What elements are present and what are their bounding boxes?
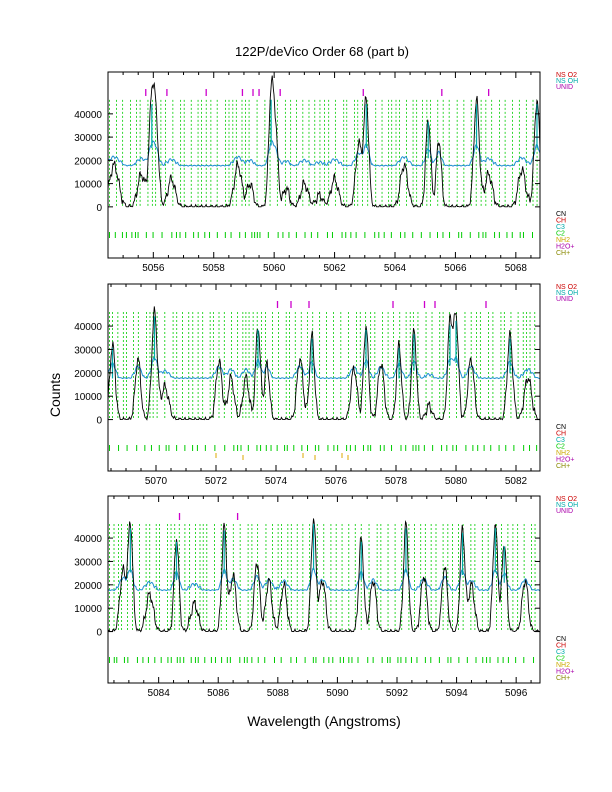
legend-bottom-label: C3 bbox=[556, 437, 565, 444]
panel-plot-area bbox=[108, 75, 540, 238]
legend-bottom-label: CN bbox=[556, 636, 566, 643]
x-tick-label: 5092 bbox=[386, 688, 409, 699]
legend-top-label: NS OH bbox=[556, 502, 578, 509]
y-tick-label: 0 bbox=[96, 416, 102, 427]
x-tick-label: 5086 bbox=[207, 688, 230, 699]
legend-bottom-label: CH bbox=[556, 643, 566, 650]
x-tick-label: 5058 bbox=[203, 263, 226, 274]
legend-bottom-label: CH+ bbox=[556, 463, 570, 470]
y-tick-label: 10000 bbox=[74, 180, 102, 191]
y-tick-label: 40000 bbox=[74, 110, 102, 121]
panel-2: 0 10000 20000 30000 40000 5070 5072 5074 5076 507… bbox=[74, 283, 578, 487]
legend-bottom-label: CH+ bbox=[556, 250, 570, 257]
x-tick-label: 5078 bbox=[385, 476, 408, 487]
x-tick-label: 5062 bbox=[323, 263, 346, 274]
y-axis-label: Counts bbox=[47, 373, 63, 417]
legend-top-label: NS OH bbox=[556, 290, 578, 297]
y-tick-label: 0 bbox=[96, 203, 102, 214]
x-tick-label: 5076 bbox=[325, 476, 348, 487]
legend-bottom-label: CN bbox=[556, 211, 566, 218]
y-tick-label: 20000 bbox=[74, 581, 102, 592]
panel-frame bbox=[107, 495, 541, 684]
panel-plot-area bbox=[108, 301, 540, 460]
x-tick-label: 5060 bbox=[263, 263, 286, 274]
legend-bottom-label: C3 bbox=[556, 224, 565, 231]
x-tick-label: 5088 bbox=[267, 688, 290, 699]
y-tick-label: 30000 bbox=[74, 345, 102, 356]
y-tick-label: 40000 bbox=[74, 322, 102, 333]
blue-spectrum-line bbox=[108, 356, 540, 380]
legend-bottom-label: H2O+ bbox=[556, 457, 574, 464]
x-tick-label: 5056 bbox=[142, 263, 165, 274]
x-tick-label: 5096 bbox=[505, 688, 528, 699]
legend-bottom-label: CH bbox=[556, 218, 566, 225]
panel-1: 0 10000 20000 30000 40000 5056 5058 5060 5062 506… bbox=[74, 71, 578, 274]
legend-bottom-label: NH2 bbox=[556, 662, 570, 669]
legend-top-label: NS O2 bbox=[556, 284, 577, 291]
black-spectrum-line bbox=[108, 306, 540, 421]
legend-bottom-label: C2 bbox=[556, 656, 565, 663]
x-axis-label: Wavelength (Angstroms) bbox=[247, 713, 401, 729]
x-tick-label: 5082 bbox=[505, 476, 528, 487]
legend-top-label: NS OH bbox=[556, 78, 578, 85]
legend-top-label: NS O2 bbox=[556, 496, 577, 503]
x-tick-label: 5070 bbox=[145, 476, 168, 487]
x-tick-label: 5066 bbox=[444, 263, 467, 274]
y-tick-label: 10000 bbox=[74, 392, 102, 403]
x-tick-label: 5068 bbox=[505, 263, 528, 274]
x-tick-label: 5084 bbox=[148, 688, 171, 699]
y-tick-label: 10000 bbox=[74, 604, 102, 615]
x-tick-label: 5094 bbox=[445, 688, 468, 699]
legend-bottom-label: C2 bbox=[556, 231, 565, 238]
chart-title: 122P/deVico Order 68 (part b) bbox=[235, 44, 409, 59]
legend-bottom-label: C2 bbox=[556, 444, 565, 451]
x-tick-label: 5074 bbox=[265, 476, 288, 487]
panel-frame bbox=[107, 71, 541, 259]
x-tick-label: 5072 bbox=[205, 476, 228, 487]
y-tick-label: 0 bbox=[96, 628, 102, 639]
y-tick-label: 30000 bbox=[74, 133, 102, 144]
x-tick-label: 5080 bbox=[445, 476, 468, 487]
legend-bottom-label: CN bbox=[556, 424, 566, 431]
y-tick-label: 20000 bbox=[74, 369, 102, 380]
black-spectrum-line bbox=[108, 75, 540, 208]
y-tick-label: 20000 bbox=[74, 156, 102, 167]
legend-top-label: NS O2 bbox=[556, 72, 577, 79]
x-tick-label: 5064 bbox=[384, 263, 407, 274]
y-tick-label: 30000 bbox=[74, 557, 102, 568]
panel-3: 0 10000 20000 30000 40000 5084 5086 5088 5090 509… bbox=[74, 495, 578, 699]
legend-top-label: UNID bbox=[556, 84, 573, 91]
x-tick-label: 5090 bbox=[326, 688, 349, 699]
panels-group: 0 10000 20000 30000 40000 5056 5058 5060 5062 506… bbox=[74, 71, 578, 699]
blue-spectrum-line bbox=[108, 140, 540, 167]
y-tick-label: 40000 bbox=[74, 534, 102, 545]
blue-spectrum-line bbox=[108, 567, 540, 592]
legend-bottom-label: H2O+ bbox=[556, 244, 574, 251]
legend-bottom-label: CH bbox=[556, 431, 566, 438]
black-spectrum-line bbox=[108, 518, 540, 633]
legend-top-label: UNID bbox=[556, 508, 573, 515]
panel-plot-area bbox=[108, 513, 540, 663]
legend-bottom-label: NH2 bbox=[556, 450, 570, 457]
legend-bottom-label: NH2 bbox=[556, 237, 570, 244]
legend-bottom-label: C3 bbox=[556, 649, 565, 656]
legend-bottom-label: CH+ bbox=[556, 675, 570, 682]
legend-bottom-label: H2O+ bbox=[556, 669, 574, 676]
panel-frame bbox=[107, 283, 541, 472]
legend-top-label: UNID bbox=[556, 296, 573, 303]
